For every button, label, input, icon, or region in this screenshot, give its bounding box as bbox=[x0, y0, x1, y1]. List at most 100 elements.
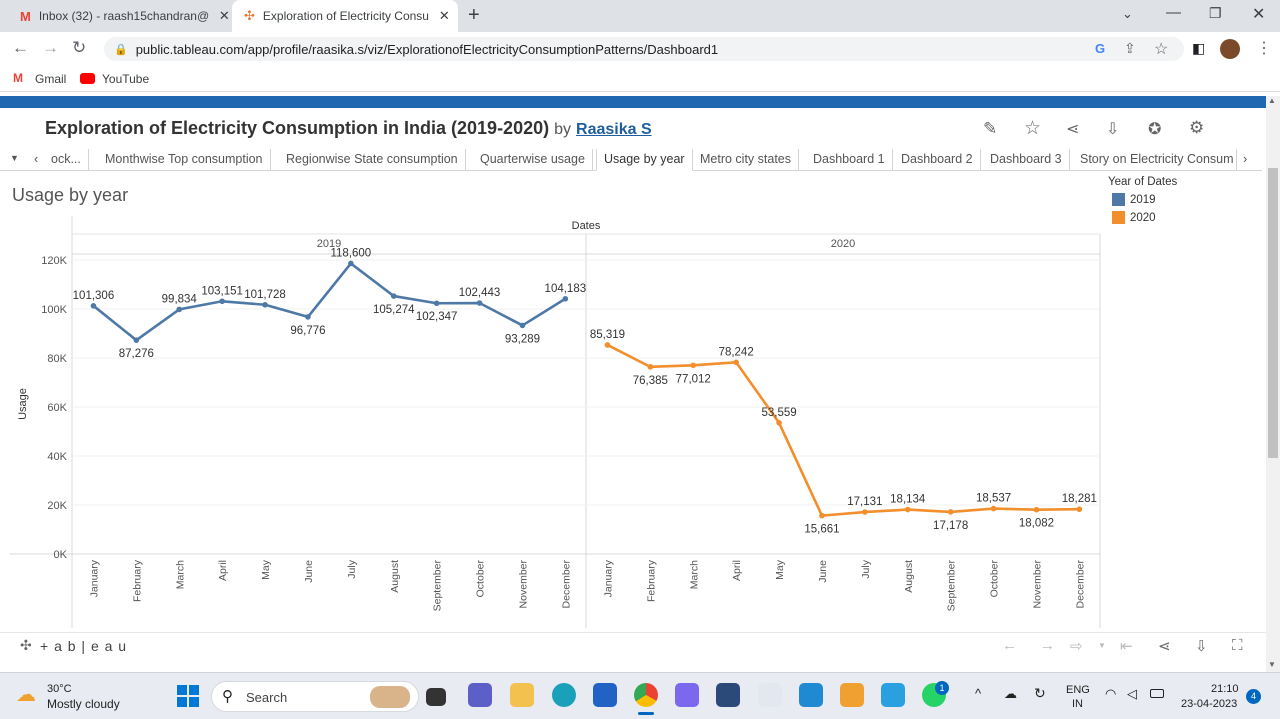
menu-icon[interactable]: ⋮ bbox=[1256, 40, 1272, 57]
window-close-icon[interactable]: ✕ bbox=[1252, 6, 1266, 23]
file-explorer-icon[interactable] bbox=[510, 683, 534, 707]
edit-icon[interactable]: ✎ bbox=[983, 119, 998, 138]
minimize-icon[interactable]: — bbox=[1166, 4, 1181, 21]
viz-title: Exploration of Electricity Consumption i… bbox=[45, 118, 652, 139]
new-tab-icon[interactable]: + bbox=[468, 4, 480, 26]
paint-icon[interactable] bbox=[881, 683, 905, 707]
revert-menu-icon[interactable]: ▼ bbox=[1098, 641, 1106, 650]
address-bar[interactable]: 🔒 public.tableau.com/app/profile/raasika… bbox=[104, 37, 1184, 61]
sidepanel-icon[interactable]: ◧ bbox=[1192, 40, 1206, 56]
y-tick-label: 120K bbox=[41, 255, 67, 267]
task-view-icon[interactable] bbox=[426, 688, 446, 706]
redo-icon[interactable]: → bbox=[1040, 637, 1055, 654]
settings-icon[interactable]: ⚙ bbox=[1189, 118, 1205, 137]
data-label: 15,661 bbox=[804, 524, 839, 536]
share-icon[interactable]: ⇪ bbox=[1124, 40, 1136, 56]
google-icon[interactable]: G bbox=[1095, 41, 1106, 56]
tab-quarterwise[interactable]: Quarterwise usage bbox=[473, 149, 593, 171]
data-label: 118,600 bbox=[330, 247, 371, 259]
tab-prev-icon[interactable]: ‹ bbox=[34, 151, 39, 166]
weather-desc[interactable]: Mostly cloudy bbox=[47, 697, 120, 711]
back-icon[interactable]: ← bbox=[12, 38, 29, 57]
teams-icon[interactable] bbox=[468, 683, 492, 707]
tab-dashboard-2[interactable]: Dashboard 2 bbox=[894, 149, 981, 171]
data-point bbox=[90, 303, 97, 309]
start-icon[interactable] bbox=[177, 685, 199, 707]
tab-tableau[interactable]: ✣ Exploration of Electricity Consum ✕ bbox=[232, 0, 458, 32]
scroll-down-icon[interactable]: ▼ bbox=[1268, 660, 1276, 669]
tab-search-icon[interactable]: ⌄ bbox=[1122, 6, 1133, 21]
close-icon[interactable]: ✕ bbox=[218, 8, 230, 23]
forward-icon[interactable]: → bbox=[42, 38, 59, 57]
chrome-active-indicator bbox=[638, 712, 654, 715]
undo-icon[interactable]: ← bbox=[1002, 637, 1017, 654]
tab-gmail[interactable]: M Inbox (32) - raash15chandran@g ✕ bbox=[12, 0, 232, 32]
author-link[interactable]: Raasika S bbox=[576, 121, 652, 138]
tab-next-icon[interactable]: › bbox=[1243, 151, 1248, 166]
profile-avatar[interactable] bbox=[1220, 39, 1240, 59]
tab-menu-icon[interactable]: ▼ bbox=[10, 153, 19, 163]
vscode-icon[interactable] bbox=[799, 683, 823, 707]
bookmark-youtube[interactable]: YouTube bbox=[102, 72, 150, 86]
tab-regionwise[interactable]: Regionwise State consumption bbox=[279, 149, 466, 171]
x-tick-label: December bbox=[560, 559, 572, 608]
tab-stock[interactable]: ock... bbox=[44, 149, 89, 171]
tableau-brand[interactable]: + a b | e a u bbox=[40, 638, 128, 654]
x-tick-label: July bbox=[346, 559, 358, 578]
battery-icon[interactable] bbox=[1150, 689, 1164, 698]
scroll-up-icon[interactable]: ▲ bbox=[1268, 96, 1276, 105]
revert-icon[interactable]: ⇨ bbox=[1070, 638, 1083, 655]
app2-icon[interactable] bbox=[716, 683, 740, 707]
fullscreen-icon[interactable]: ⛶ bbox=[1232, 637, 1243, 654]
data-label: 101,728 bbox=[244, 289, 286, 301]
data-label: 103,151 bbox=[201, 285, 243, 297]
download-footer-icon[interactable]: ⇩ bbox=[1195, 638, 1208, 655]
store-icon[interactable] bbox=[593, 683, 617, 707]
share-viz-icon[interactable]: ⋖ bbox=[1066, 121, 1080, 138]
sync-icon[interactable]: ↻ bbox=[1034, 685, 1046, 701]
download-icon[interactable]: ⇩ bbox=[1106, 121, 1120, 138]
data-point bbox=[348, 260, 354, 267]
tab-metro[interactable]: Metro city states bbox=[693, 149, 799, 171]
region-code[interactable]: IN bbox=[1072, 698, 1083, 710]
legend-item-2020[interactable]: 2020 bbox=[1108, 211, 1177, 224]
snipping-icon[interactable] bbox=[840, 683, 864, 707]
taskbar-search[interactable]: ⚲ Search bbox=[211, 681, 419, 712]
favorite-icon[interactable]: ☆ bbox=[1024, 118, 1042, 139]
tray-chevron-icon[interactable]: ^ bbox=[975, 686, 982, 701]
legend-item-2019[interactable]: 2019 bbox=[1108, 193, 1177, 206]
tab-monthwise[interactable]: Monthwise Top consumption bbox=[98, 149, 271, 171]
first-icon[interactable]: ⇤ bbox=[1120, 638, 1133, 655]
language-code[interactable]: ENG bbox=[1066, 684, 1090, 696]
tab-story[interactable]: Story on Electricity Consum bbox=[1073, 149, 1237, 171]
notification-badge[interactable]: 4 bbox=[1246, 689, 1261, 704]
volume-icon[interactable]: ◁ bbox=[1127, 686, 1137, 701]
share-footer-icon[interactable]: ⋖ bbox=[1158, 638, 1171, 655]
star-icon[interactable]: ☆ bbox=[1154, 41, 1169, 58]
data-point bbox=[219, 298, 225, 305]
data-point bbox=[476, 300, 483, 306]
tab-usage-by-year[interactable]: Usage by year bbox=[596, 149, 693, 171]
close-icon[interactable]: ✕ bbox=[438, 8, 450, 23]
tab-dashboard-1[interactable]: Dashboard 1 bbox=[806, 149, 893, 171]
featured-icon[interactable]: ✪ bbox=[1148, 121, 1162, 138]
reload-icon[interactable]: ↻ bbox=[72, 38, 87, 57]
weather-temp[interactable]: 30°C bbox=[47, 683, 72, 695]
app-icon[interactable] bbox=[675, 683, 699, 707]
data-label: 18,537 bbox=[976, 493, 1011, 505]
lock-icon: 🔒 bbox=[114, 43, 128, 56]
clock-time[interactable]: 21:10 bbox=[1211, 683, 1239, 695]
tableau-desktop-icon[interactable] bbox=[758, 683, 782, 707]
clock-date[interactable]: 23-04-2023 bbox=[1181, 698, 1238, 710]
data-point bbox=[262, 301, 268, 308]
restore-icon[interactable]: ❐ bbox=[1209, 5, 1222, 21]
chrome-icon[interactable] bbox=[634, 683, 658, 707]
bookmark-gmail[interactable]: Gmail bbox=[35, 72, 67, 86]
weather-icon[interactable]: ☁ bbox=[16, 684, 36, 706]
wifi-icon[interactable]: ◠ bbox=[1105, 686, 1117, 701]
edge-icon[interactable] bbox=[552, 683, 576, 707]
onedrive-icon[interactable]: ☁ bbox=[1004, 686, 1017, 701]
tab-dashboard-3[interactable]: Dashboard 3 bbox=[983, 149, 1070, 171]
scrollbar-thumb[interactable] bbox=[1268, 168, 1278, 458]
usage-line-chart[interactable]: Dates 2019 2020 Usage 0K 20K 40K 60K 80K 100K… bbox=[0, 210, 1110, 630]
